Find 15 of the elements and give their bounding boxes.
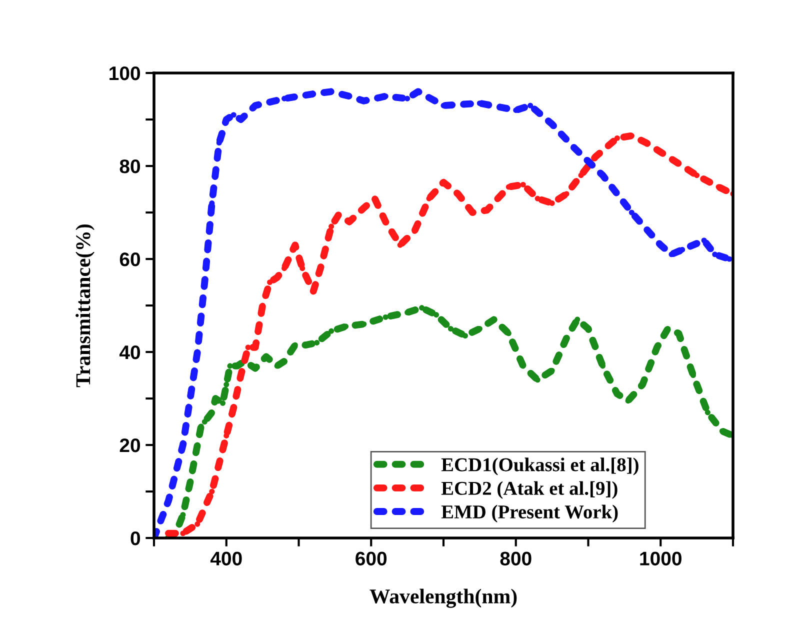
y-tick-label: 0 bbox=[130, 531, 140, 546]
x-tick-label: 800 bbox=[500, 552, 532, 566]
legend-label: ECD1(Oukassi et al.[8]) bbox=[441, 458, 638, 476]
legend-label: EMD (Present Work) bbox=[441, 504, 618, 522]
y-tick-label: 20 bbox=[120, 438, 140, 452]
y-tick-label: 60 bbox=[120, 252, 140, 266]
x-tick-label: 400 bbox=[210, 552, 242, 566]
y-tick-label: 40 bbox=[119, 345, 140, 360]
y-axis-title: Transmittance(%) bbox=[76, 224, 94, 388]
y-tick-label: 80 bbox=[120, 159, 140, 174]
y-tick-label: 100 bbox=[110, 66, 140, 80]
x-axis-title: Wavelength(nm) bbox=[370, 588, 517, 608]
x-tick-label: 1000 bbox=[640, 552, 682, 566]
legend-label: ECD2 (Atak et al.[9]) bbox=[441, 481, 618, 499]
x-tick-label: 600 bbox=[356, 552, 387, 566]
